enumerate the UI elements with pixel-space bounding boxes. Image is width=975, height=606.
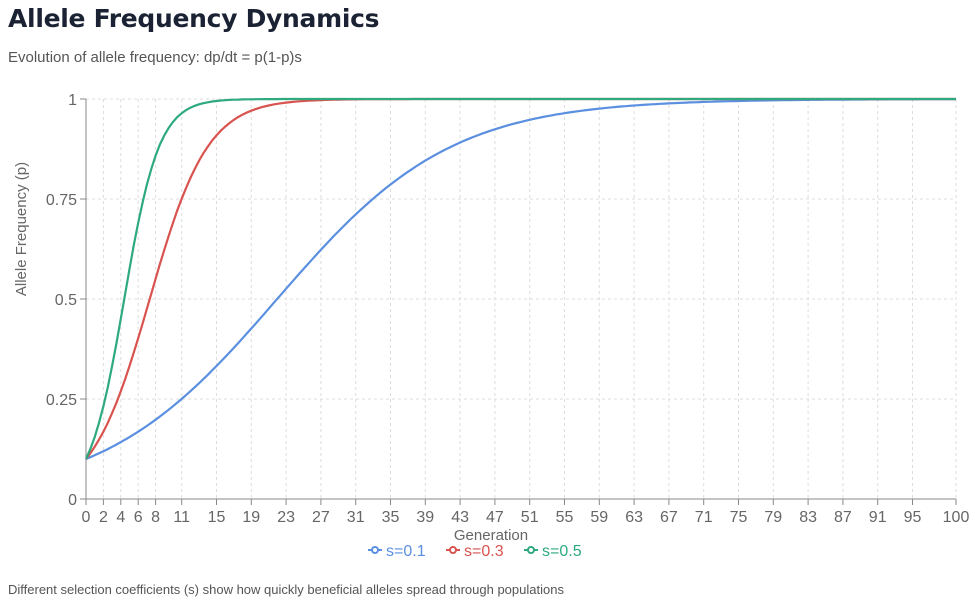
x-tick-label: 87 <box>834 509 852 526</box>
chart-subtitle: Evolution of allele frequency: dp/dt = p… <box>8 49 302 66</box>
chart-title: Allele Frequency Dynamics <box>8 4 380 33</box>
legend-label: s=0.5 <box>542 543 582 560</box>
legend-label: s=0.3 <box>464 543 504 560</box>
x-tick-label: 4 <box>116 509 125 526</box>
x-tick-label: 0 <box>82 509 91 526</box>
x-tick-label: 63 <box>625 509 643 526</box>
x-tick-label: 79 <box>764 509 782 526</box>
legend-marker <box>449 546 457 554</box>
x-tick-label: 43 <box>451 509 469 526</box>
x-tick-label: 8 <box>151 509 160 526</box>
x-tick-label: 6 <box>134 509 143 526</box>
x-tick-label: 27 <box>312 509 330 526</box>
x-tick-label: 75 <box>730 509 748 526</box>
y-tick-label: 0.25 <box>46 392 77 409</box>
x-tick-label: 15 <box>208 509 226 526</box>
x-tick-label: 91 <box>869 509 887 526</box>
x-tick-label: 59 <box>590 509 608 526</box>
series-line-s=0.5 <box>84 97 956 460</box>
legend-marker <box>527 546 535 554</box>
x-tick-label: 100 <box>943 509 970 526</box>
x-tick-label: 23 <box>277 509 295 526</box>
x-tick-label: 19 <box>242 509 260 526</box>
y-tick-label: 1 <box>68 92 77 109</box>
x-tick-label: 83 <box>799 509 817 526</box>
x-tick-label: 51 <box>521 509 539 526</box>
x-tick-label: 67 <box>660 509 678 526</box>
x-tick-label: 55 <box>556 509 574 526</box>
x-tick-label: 95 <box>904 509 922 526</box>
y-axis-title: Allele Frequency (p) <box>13 162 30 296</box>
chart-footnote: Different selection coefficients (s) sho… <box>8 582 564 597</box>
legend-label: s=0.1 <box>386 543 426 560</box>
x-tick-label: 31 <box>347 509 365 526</box>
legend-marker <box>371 546 379 554</box>
y-tick-label: 0 <box>68 492 77 509</box>
x-tick-label: 2 <box>99 509 108 526</box>
y-tick-label: 0.5 <box>55 292 77 309</box>
x-tick-label: 35 <box>382 509 400 526</box>
x-tick-label: 71 <box>695 509 713 526</box>
y-tick-label: 0.75 <box>46 192 77 209</box>
x-tick-label: 39 <box>416 509 434 526</box>
x-tick-label: 11 <box>173 509 190 526</box>
x-axis-title: Generation <box>454 527 528 544</box>
x-tick-label: 47 <box>486 509 504 526</box>
